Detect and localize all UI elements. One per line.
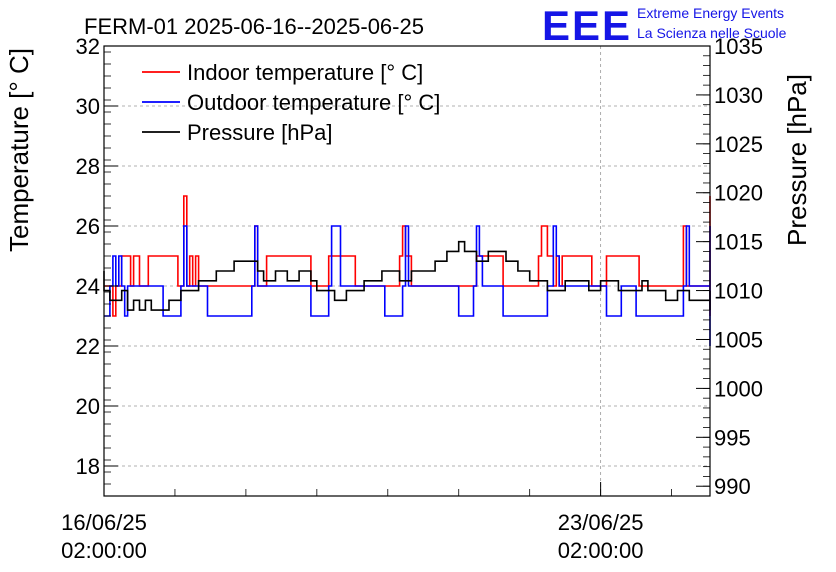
y-tick-label-right: 1030: [714, 83, 763, 108]
y-tick-label-right: 1000: [714, 376, 763, 401]
y-tick-label-left: 20: [76, 394, 100, 419]
x-tick-label-time: 02:00:00: [558, 538, 644, 563]
y-tick-label-left: 24: [76, 274, 100, 299]
right-axis: 990 995 1000 1005 1010 1015 1020 1025 1030 1035: [696, 34, 763, 499]
x-axis: 16/06/25 02:00:00 23/06/25 02:00:00: [61, 482, 672, 563]
y-tick-label-right: 1020: [714, 181, 763, 206]
y-tick-label-right: 1015: [714, 230, 763, 255]
y-tick-label-left: 26: [76, 214, 100, 239]
y-axis-label-right: Pressure [hPa]: [782, 74, 812, 246]
legend-label-0: Indoor temperature [° C]: [187, 60, 423, 85]
y-tick-label-right: 995: [714, 425, 751, 450]
y-tick-label-left: 32: [76, 34, 100, 59]
chart-title: FERM-01 2025-06-16--2025-06-25: [84, 14, 424, 39]
x-tick-label-time: 02:00:00: [61, 538, 147, 563]
logo-line-2: La Scienza nelle Scuole: [637, 25, 787, 41]
series-line-0: [104, 195, 711, 317]
y-tick-label-right: 1010: [714, 279, 763, 304]
y-axis-label-left: Temperature [° C]: [4, 48, 34, 252]
legend: Indoor temperature [° C] Outdoor temperat…: [142, 60, 440, 145]
series-layer: [103, 195, 711, 346]
eee-logo: EEE Extreme Energy Events La Scienza nel…: [542, 2, 787, 49]
series-line-1: [104, 225, 711, 346]
series-line-2: [103, 240, 711, 311]
logo-line-1: Extreme Energy Events: [637, 5, 784, 21]
eee-logo-mark: EEE: [542, 2, 632, 49]
y-tick-label-left: 28: [76, 154, 100, 179]
legend-label-1: Outdoor temperature [° C]: [187, 90, 440, 115]
y-tick-label-right: 1005: [714, 327, 763, 352]
left-axis: 18 20 22 24 26 28 30 32: [76, 34, 118, 497]
legend-label-2: Pressure [hPa]: [187, 120, 333, 145]
y-tick-label-left: 22: [76, 334, 100, 359]
x-tick-label-date: 16/06/25: [61, 510, 147, 535]
y-tick-label-left: 30: [76, 94, 100, 119]
y-tick-label-right: 1035: [714, 34, 763, 59]
y-tick-label-left: 18: [76, 454, 100, 479]
y-tick-label-right: 1025: [714, 132, 763, 157]
y-tick-label-right: 990: [714, 474, 751, 499]
x-tick-label-date: 23/06/25: [558, 510, 644, 535]
